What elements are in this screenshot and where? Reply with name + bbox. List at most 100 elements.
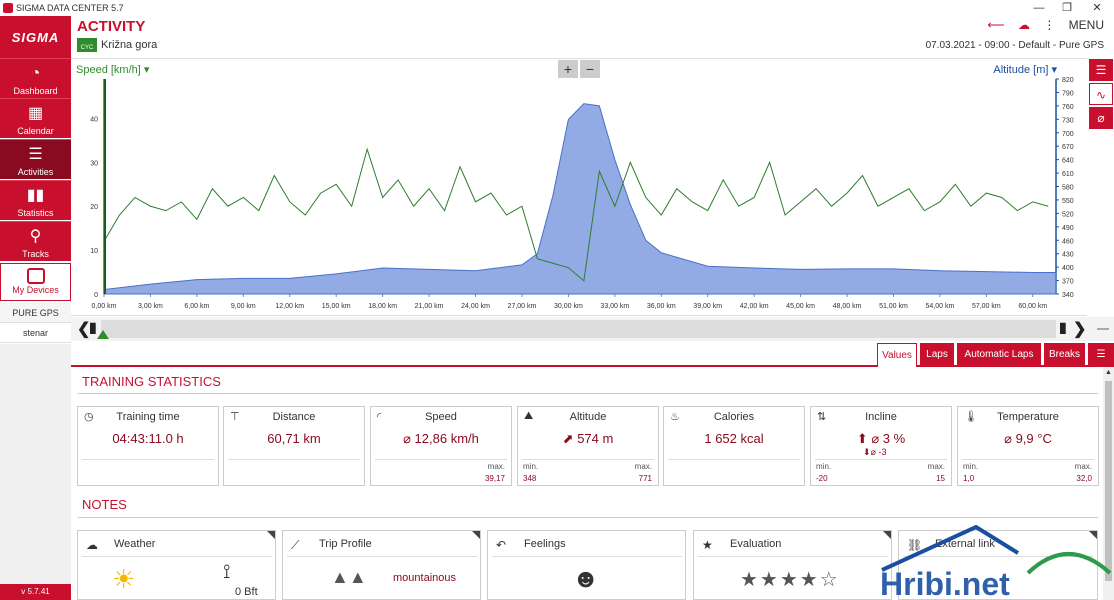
tab-breaks[interactable]: Breaks [1044, 343, 1085, 367]
stat-max-label: max. [487, 462, 505, 471]
stat-divider [228, 459, 360, 460]
section-divider [78, 393, 1098, 394]
altitude-tick-label: 790 [1062, 90, 1074, 97]
position-marker-icon[interactable] [97, 330, 109, 339]
zoom-in-button[interactable]: + [558, 60, 578, 78]
smiley-icon: ☻ [572, 563, 600, 593]
speed-tick-label: 30 [90, 160, 98, 167]
sidebar-item-statistics[interactable]: ▮▮ Statistics [0, 180, 71, 220]
x-tick-label: 24,00 km [461, 303, 490, 310]
edit-corner-icon[interactable] [267, 531, 275, 539]
edit-corner-icon[interactable] [883, 531, 891, 539]
stat-value: ⬆ ⌀ 3 % [811, 431, 951, 447]
sun-icon: ☀ [112, 564, 136, 594]
scrollbar-thumb[interactable] [1105, 381, 1112, 581]
sidebar-item-dashboard[interactable]: ◔ Dashboard [0, 58, 71, 98]
timeline-scrubber[interactable]: ❮ ▮ ▮ ❯ [71, 317, 1114, 341]
stat-min-label: min. [963, 462, 979, 471]
altitude-axis-label[interactable]: Altitude [m] ▾ [993, 64, 1057, 76]
scrub-left-button[interactable]: ❮ [77, 321, 91, 338]
tab-automatic-laps[interactable]: Automatic Laps [957, 343, 1041, 367]
hribi-watermark: Hribi.net [880, 525, 1112, 600]
chart-side-toolbar: ☰ ∿ ⌀ [1089, 58, 1114, 316]
sidebar-item-my-devices[interactable]: My Devices [0, 263, 71, 301]
scrub-right-button[interactable]: ❯ [1073, 321, 1087, 338]
app-icon [3, 3, 13, 13]
rating-stars[interactable]: ★★★★☆ [740, 569, 840, 591]
note-card-trip-profile[interactable]: ⟋ Trip Profile ▲▲ mountainous [282, 530, 481, 600]
note-card-evaluation[interactable]: ★ Evaluation ★★★★☆ [693, 530, 892, 600]
tab-list-icon[interactable]: ☰ [1088, 343, 1114, 367]
edit-corner-icon[interactable] [472, 531, 480, 539]
speed-tick-label: 0 [94, 292, 98, 299]
chart-area[interactable]: Speed [km/h] ▾ Altitude [m] ▾ + − 0,00 k… [71, 58, 1087, 316]
close-button[interactable]: ✕ [1092, 2, 1102, 14]
incline-value: ⌀ 3 % [871, 431, 906, 446]
maximize-button[interactable]: ❐ [1062, 2, 1072, 14]
stat-title: Incline [865, 411, 897, 423]
x-tick-label: 15,00 km [322, 303, 351, 310]
stat-max-value: 15 [936, 474, 945, 483]
sigma-logo[interactable]: SIGMA [0, 16, 71, 58]
altitude-tick-label: 640 [1062, 158, 1074, 165]
activity-name[interactable]: Križna gora [101, 39, 158, 51]
note-title: Feelings [524, 538, 566, 550]
speed-axis-label[interactable]: Speed [km/h] ▾ [76, 64, 150, 76]
stat-max-label: max. [927, 462, 945, 471]
stat-max-value: 32,0 [1076, 474, 1092, 483]
device-stenar[interactable]: stenar [0, 323, 71, 343]
note-divider [903, 556, 1093, 557]
stopwatch-icon: ◷ [84, 411, 94, 423]
star-icon: ★ [702, 538, 713, 552]
stat-value: ⌀ 9,9 °C [1004, 431, 1052, 446]
cloud-upload-icon[interactable]: ☁ [1017, 18, 1030, 32]
x-tick-label: 39,00 km [693, 303, 722, 310]
zoom-out-button[interactable]: − [580, 60, 600, 78]
sidebar-item-activities[interactable]: ☰ Activities [0, 139, 71, 179]
minimize-button[interactable]: — [1033, 2, 1045, 14]
incline-icon: ⇅ [817, 411, 827, 423]
x-tick-label: 0,00 km [92, 303, 117, 310]
collapse-icon[interactable] [1097, 328, 1109, 330]
cloud-icon: ☁ [86, 538, 98, 552]
scrub-end-handle-icon[interactable]: ▮ [1059, 319, 1067, 335]
scrub-handle-icon[interactable]: ▮ [89, 319, 97, 335]
sidebar-item-calendar[interactable]: ▦ Calendar [0, 98, 71, 138]
sidebar-item-label: Dashboard [13, 86, 58, 96]
average-icon[interactable]: ⌀ [1089, 107, 1113, 129]
menu-button[interactable]: ⋮ MENU [1043, 18, 1104, 32]
tab-laps[interactable]: Laps [920, 343, 954, 367]
sidebar-filler [0, 344, 71, 584]
gauge-icon: ◔ [30, 65, 41, 82]
tab-values[interactable]: Values [877, 343, 917, 367]
sidebar-item-tracks[interactable]: ⚲ Tracks [0, 221, 71, 261]
window-title: SIGMA DATA CENTER 5.7 [16, 3, 124, 13]
section-divider [78, 517, 1098, 518]
altitude-tick-label: 760 [1062, 104, 1074, 111]
scroll-up-icon[interactable]: ▲ [1105, 369, 1112, 376]
list-view-icon[interactable]: ☰ [1089, 59, 1113, 81]
note-card-weather[interactable]: ☁ Weather ☀ ⟟ 0 Bft [77, 530, 276, 600]
edit-corner-icon[interactable] [1089, 531, 1097, 539]
speed-axis-title: Speed [km/h] [76, 64, 141, 76]
stat-value: 04:43:11.0 h [112, 431, 184, 446]
altitude-tick-label: 670 [1062, 144, 1074, 151]
stat-title: Training time [116, 411, 180, 423]
line-view-icon[interactable]: ∿ [1089, 83, 1113, 105]
back-arrow-icon[interactable]: ⟵ [987, 18, 1005, 32]
stat-title: Temperature [997, 411, 1059, 423]
x-tick-label: 48,00 km [833, 303, 862, 310]
stat-card-distance: ⊤ Distance 60,71 km [223, 406, 365, 486]
note-card-feelings[interactable]: ↶ Feelings ☻ [487, 530, 686, 600]
speed-tick-label: 40 [90, 116, 98, 123]
content-scrollbar[interactable]: ▲ [1103, 367, 1114, 600]
device-pure-gps[interactable]: PURE GPS [0, 303, 71, 323]
incline-up-icon: ⬆ [856, 431, 872, 446]
stat-min-value: 348 [523, 474, 537, 483]
thermometer-icon: 🌡︎ [964, 411, 978, 423]
x-tick-label: 36,00 km [647, 303, 676, 310]
stat-divider [375, 459, 507, 460]
stat-card-training-time: ◷ Training time 04:43:11.0 h [77, 406, 219, 486]
scrub-track[interactable] [101, 320, 1056, 338]
x-tick-label: 9,00 km [231, 303, 256, 310]
